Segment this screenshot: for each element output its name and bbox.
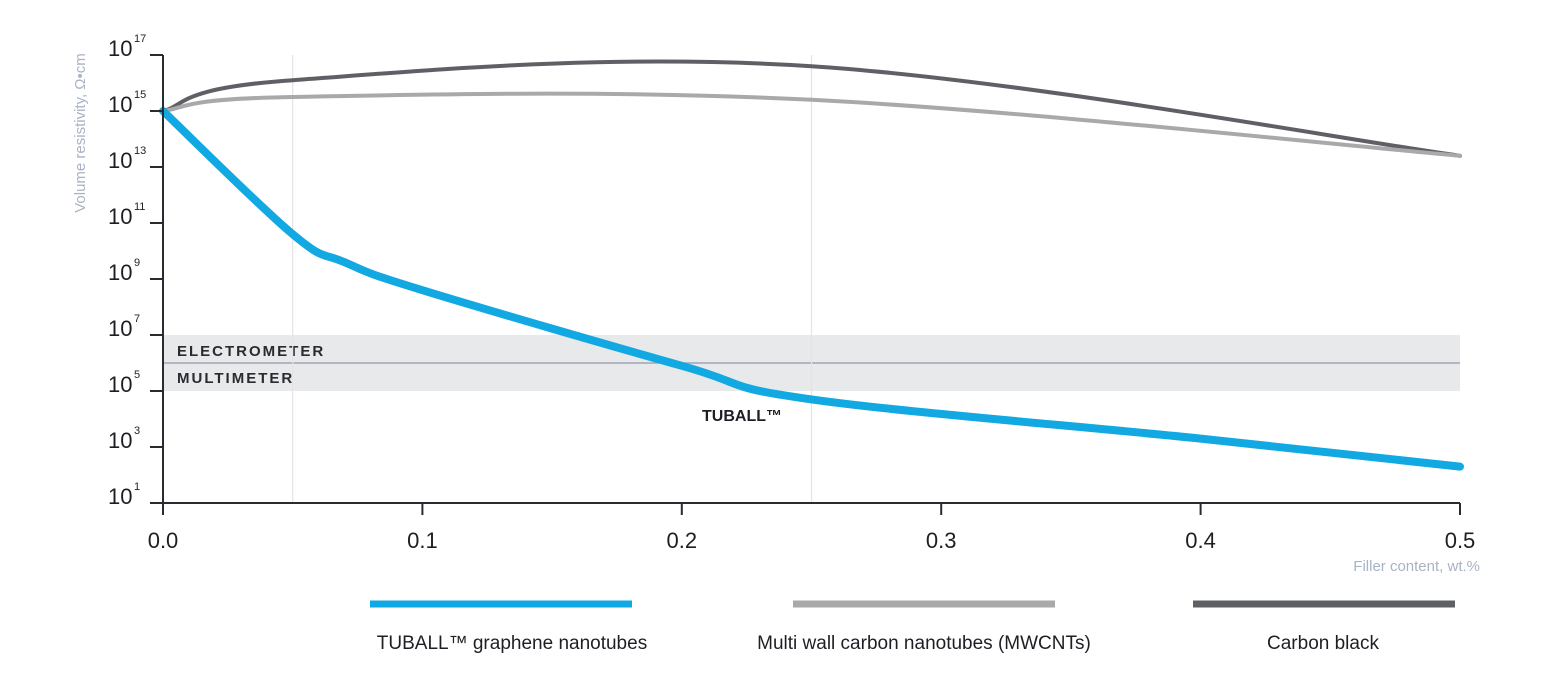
y-axis-title: Volume resistivity, Ω•cm	[72, 53, 89, 213]
x-tick-label: 0.5	[1445, 528, 1476, 553]
multimeter-label: MULTIMETER	[177, 370, 294, 387]
series-line-carbon	[161, 59, 1462, 158]
y-tick-label: 10	[108, 428, 132, 453]
y-tick-exponent: 9	[134, 257, 140, 269]
x-tick-label: 0.2	[667, 528, 698, 553]
y-tick-label: 10	[108, 316, 132, 341]
x-tick-label: 0.3	[926, 528, 957, 553]
legend-label: Carbon black	[1267, 633, 1379, 654]
legend-label: Multi wall carbon nanotubes (MWCNTs)	[757, 633, 1091, 654]
y-tick-label: 10	[108, 204, 132, 229]
y-tick-exponent: 15	[134, 89, 146, 101]
legend: TUBALL™ graphene nanotubes Multi wall car…	[370, 600, 1455, 654]
electrometer-label: ELECTROMETER	[177, 343, 325, 360]
y-tick-exponent: 17	[134, 33, 146, 45]
x-axis-title: Filler content, wt.%	[1353, 558, 1480, 575]
y-tick-label: 10	[108, 92, 132, 117]
y-tick-label: 10	[108, 484, 132, 509]
series-line-tuball	[159, 107, 1464, 471]
legend-label: TUBALL™ graphene nanotubes	[377, 633, 647, 654]
y-tick-label: 10	[108, 36, 132, 61]
series-line-multi	[161, 91, 1462, 158]
y-tick-exponent: 1	[134, 481, 140, 493]
x-tick-label: 0.0	[148, 528, 179, 553]
y-tick-exponent: 13	[134, 145, 146, 157]
y-tick-label: 10	[108, 148, 132, 173]
y-tick-label: 10	[108, 372, 132, 397]
y-tick-exponent: 7	[134, 313, 140, 325]
y-tick-exponent: 5	[134, 369, 140, 381]
y-tick-exponent: 11	[134, 201, 145, 213]
y-tick-label: 10	[108, 260, 132, 285]
x-tick-label: 0.4	[1185, 528, 1216, 553]
y-tick-exponent: 3	[134, 425, 140, 437]
tuball-annotation: TUBALL™	[702, 408, 782, 425]
x-tick-label: 0.1	[407, 528, 438, 553]
